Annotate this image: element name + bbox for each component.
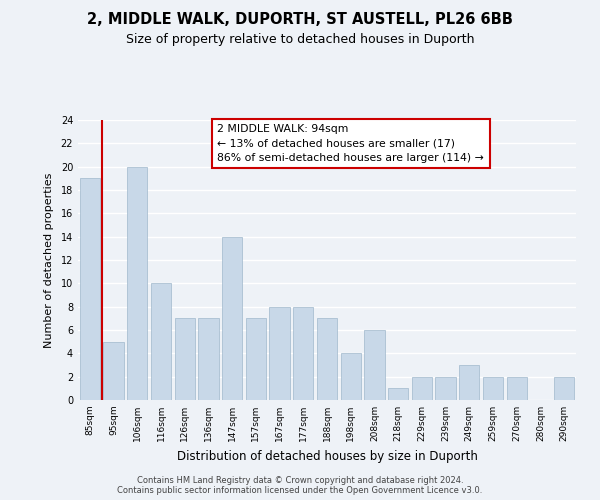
- Bar: [459, 365, 479, 400]
- Text: Contains HM Land Registry data © Crown copyright and database right 2024.
Contai: Contains HM Land Registry data © Crown c…: [118, 476, 482, 495]
- Bar: [222, 236, 242, 400]
- Text: 2 MIDDLE WALK: 94sqm
← 13% of detached houses are smaller (17)
86% of semi-detac: 2 MIDDLE WALK: 94sqm ← 13% of detached h…: [217, 124, 484, 163]
- Text: Size of property relative to detached houses in Duporth: Size of property relative to detached ho…: [126, 32, 474, 46]
- Bar: [341, 354, 361, 400]
- Bar: [175, 318, 195, 400]
- Y-axis label: Number of detached properties: Number of detached properties: [44, 172, 53, 348]
- Bar: [246, 318, 266, 400]
- Bar: [151, 284, 171, 400]
- Bar: [103, 342, 124, 400]
- Bar: [317, 318, 337, 400]
- Bar: [388, 388, 408, 400]
- X-axis label: Distribution of detached houses by size in Duporth: Distribution of detached houses by size …: [176, 450, 478, 462]
- Bar: [364, 330, 385, 400]
- Bar: [506, 376, 527, 400]
- Text: 2, MIDDLE WALK, DUPORTH, ST AUSTELL, PL26 6BB: 2, MIDDLE WALK, DUPORTH, ST AUSTELL, PL2…: [87, 12, 513, 28]
- Bar: [293, 306, 313, 400]
- Bar: [483, 376, 503, 400]
- Bar: [412, 376, 432, 400]
- Bar: [436, 376, 455, 400]
- Bar: [199, 318, 218, 400]
- Bar: [127, 166, 148, 400]
- Bar: [554, 376, 574, 400]
- Bar: [269, 306, 290, 400]
- Bar: [80, 178, 100, 400]
